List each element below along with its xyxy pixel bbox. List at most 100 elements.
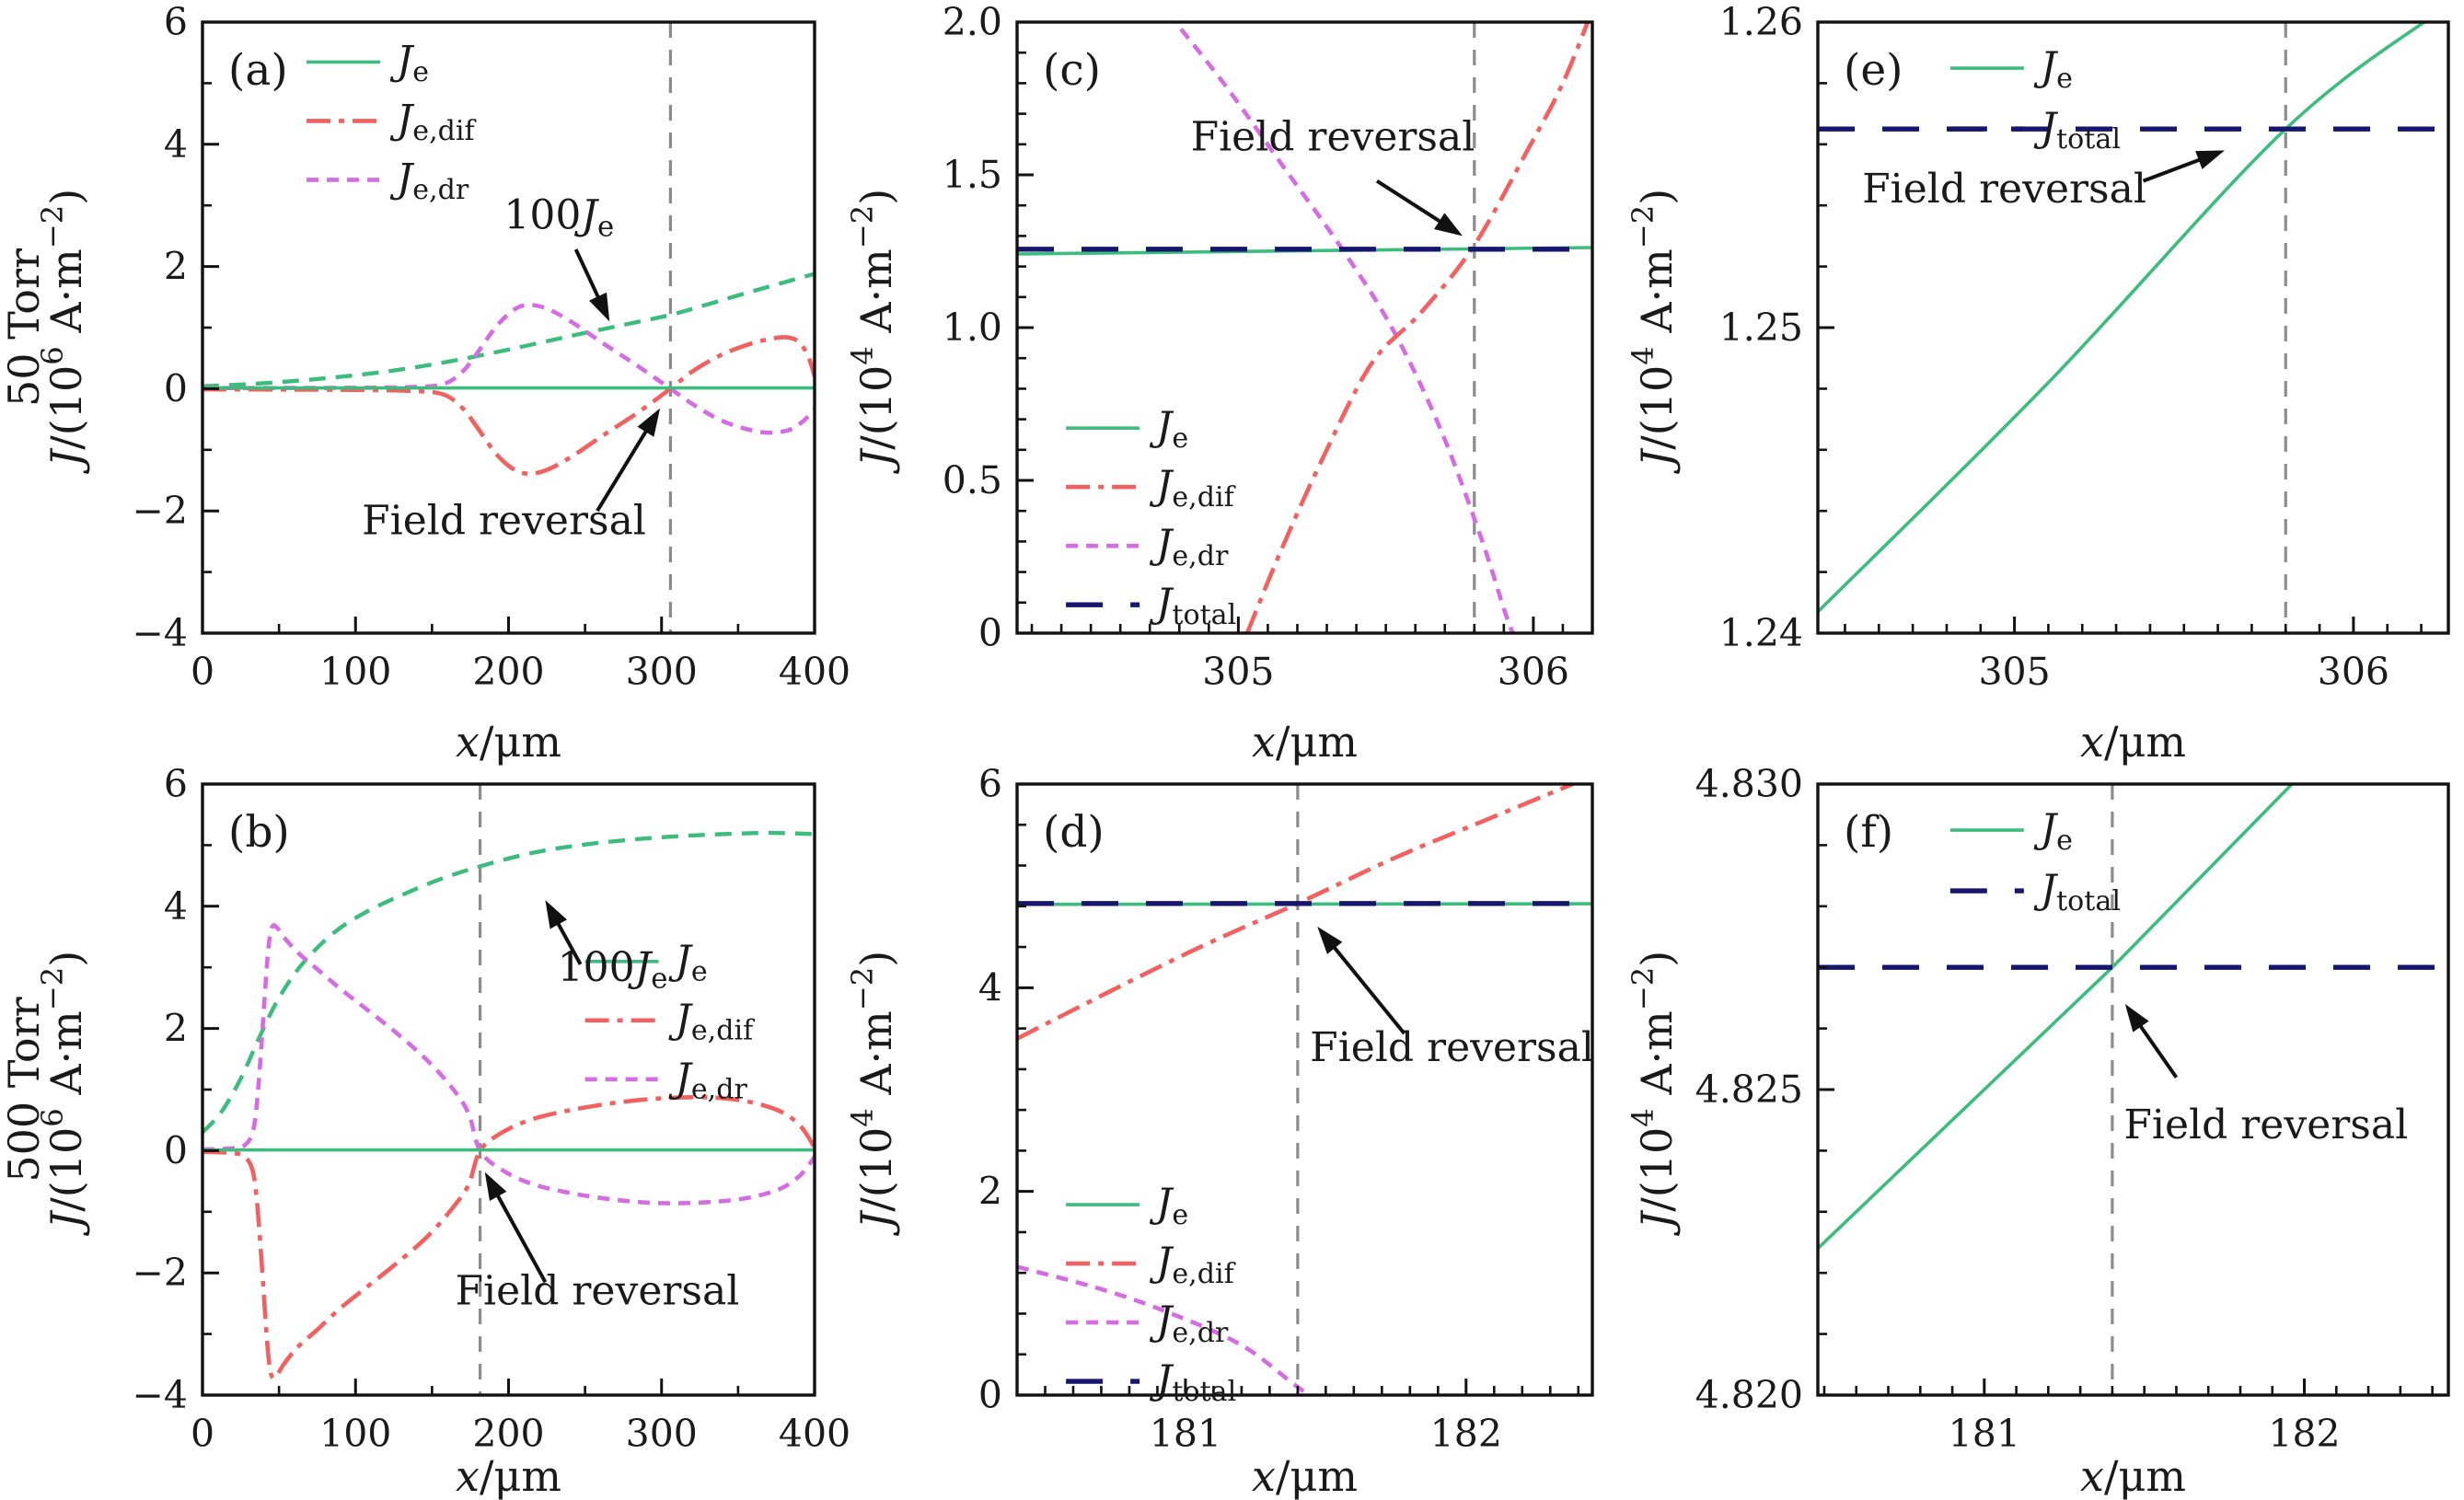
y-axis-label: J/(104 A·m−2)	[1625, 951, 1682, 1236]
legend-label: Jtotal	[1149, 581, 1236, 631]
series-je-dr	[202, 923, 815, 1206]
y-tick-label: −2	[133, 1251, 188, 1295]
annotations: Field reversal	[2123, 1004, 2408, 1148]
x-tick-label: 200	[472, 1412, 544, 1456]
y-tick-label: 0	[978, 611, 1002, 655]
axis-ticks: 181 182 4.830 4.825 4.820	[1695, 762, 2434, 1456]
series-je-dr	[202, 303, 815, 435]
y-tick-label: 0	[164, 366, 188, 410]
annotation-arrowhead	[637, 408, 661, 437]
y-tick-label: −4	[133, 611, 188, 655]
y-tick-label: 1.26	[1719, 0, 1803, 44]
annotation-text: Field reversal	[1310, 1024, 1594, 1071]
x-tick-label: 100	[319, 1412, 391, 1456]
annotation-text: Field reversal	[1191, 113, 1475, 160]
x-tick-label: 181	[1949, 1412, 2020, 1456]
x-tick-label: 306	[2318, 650, 2389, 694]
annotation-text: Field reversal	[2123, 1102, 2408, 1148]
annotation-text: Field reversal	[1862, 166, 2146, 213]
y-tick-label: 2	[164, 1007, 188, 1051]
series-je-dif	[202, 335, 815, 477]
annotation-arrow	[2142, 155, 2209, 183]
legend: Je Je,dif Je,dr Jtotal	[1066, 1181, 1236, 1408]
legend-label: Je	[2033, 806, 2073, 857]
legend-label: Jtotal	[1149, 1357, 1236, 1408]
annotations: Field reversal	[1191, 113, 1475, 237]
y-tick-label: 0.5	[943, 458, 1002, 502]
panel-tag: (e)	[1844, 45, 1903, 96]
panel-tag: (d)	[1043, 807, 1105, 858]
y-tick-label: 0	[978, 1373, 1002, 1417]
annotations: Field reversal	[1862, 150, 2225, 213]
x-tick-label: 181	[1150, 1412, 1221, 1456]
legend: Je Jtotal	[1949, 44, 2121, 156]
annotation-arrowhead	[1434, 213, 1463, 237]
axis-ticks: 181 182 6 4 2 0	[978, 762, 1580, 1456]
y-tick-label: 1.25	[1719, 306, 1803, 350]
y-tick-label: 2	[164, 245, 188, 289]
x-tick-label: 306	[1498, 650, 1569, 694]
y-tick-label: 4.820	[1695, 1373, 1803, 1417]
legend-label: Jtotal	[2033, 867, 2121, 917]
legend: Je Jtotal	[1949, 806, 2121, 917]
legend-label: Je,dr	[389, 156, 469, 206]
x-tick-label: 300	[626, 650, 698, 694]
legend-label: Je,dif	[668, 997, 756, 1047]
y-tick-label: 1.5	[943, 153, 1002, 197]
annotation-arrow	[2134, 1017, 2179, 1079]
x-tick-label: 182	[2268, 1412, 2340, 1456]
x-tick-label: 400	[779, 650, 850, 694]
panel-tag: (c)	[1043, 45, 1101, 96]
axis-ticks: 0 100 200 300 400 6 4 2 0 −2 −4	[133, 0, 851, 694]
x-tick-label: 200	[472, 650, 544, 694]
y-tick-label: 1.24	[1719, 611, 1803, 655]
annotation-arrowhead	[545, 900, 568, 929]
series-je-x100	[202, 830, 815, 1135]
legend-label: Je,dr	[1149, 522, 1229, 572]
y-tick-label: 4	[164, 884, 188, 929]
row-label: 500 Torr	[0, 997, 49, 1182]
panel-e: 305 306 1.26 1.25 1.24 x/μm J/(104 A·m−2) (e) Je…	[1625, 0, 2450, 767]
annotation-text: Field reversal	[456, 1268, 740, 1315]
axis-ticks: 0 100 200 300 400 6 4 2 0 −2 −4	[133, 762, 851, 1456]
x-tick-label: 182	[1430, 1412, 1502, 1456]
x-tick-label: 0	[191, 650, 214, 694]
plot-frame	[1015, 782, 1594, 1397]
y-tick-label: 2	[978, 1170, 1002, 1214]
legend-label: Je	[1149, 404, 1188, 455]
panel-c: 305 306 2.0 1.5 1.0 0.5 0 x/μm J/(104 A·m−2) (c) J…	[845, 0, 1594, 767]
y-tick-label: 0	[164, 1128, 188, 1172]
legend-label: Je,dr	[668, 1056, 748, 1106]
series-je-dr	[1017, 1264, 1311, 1395]
panel-f: 181 182 4.830 4.825 4.820 x/μm J/(104 A·m−2) (f…	[1625, 762, 2450, 1500]
row-label: 50 Torr	[0, 248, 49, 407]
x-axis-label: x/μm	[456, 1451, 561, 1500]
y-tick-label: 1.0	[943, 306, 1002, 350]
legend: Je Je,dif Je,dr	[307, 38, 477, 206]
panel-tag: (f)	[1844, 807, 1893, 858]
x-axis-label: x/μm	[2080, 717, 2186, 767]
x-tick-label: 300	[626, 1412, 698, 1456]
legend-label: Je	[1149, 1181, 1188, 1231]
legend-label: Jtotal	[2033, 105, 2121, 156]
series-je-dr	[1173, 22, 1515, 633]
legend-label: Je	[389, 38, 429, 88]
series-je-x100	[202, 271, 815, 388]
y-tick-label: −4	[133, 1373, 188, 1417]
y-axis-label: J/(104 A·m−2)	[845, 951, 901, 1236]
annotation-text: 100Je	[503, 191, 614, 243]
y-tick-label: 2.0	[943, 0, 1002, 44]
annotations: 100Je Field reversal	[456, 900, 740, 1315]
y-tick-label: 6	[978, 762, 1002, 806]
x-tick-label: 400	[779, 1412, 850, 1456]
y-tick-label: −2	[133, 489, 188, 533]
y-tick-label: 4	[978, 965, 1002, 1010]
legend-label: Je,dif	[1149, 1240, 1236, 1290]
axis-ticks: 305 306 1.26 1.25 1.24	[1719, 0, 2423, 694]
x-tick-label: 305	[1978, 650, 2050, 694]
panel-tag: (a)	[228, 45, 288, 96]
panel-a: 0 100 200 300 400 6 4 2 0 −2 −4 x/μm J/(106 A·m−2)50…	[0, 0, 850, 767]
